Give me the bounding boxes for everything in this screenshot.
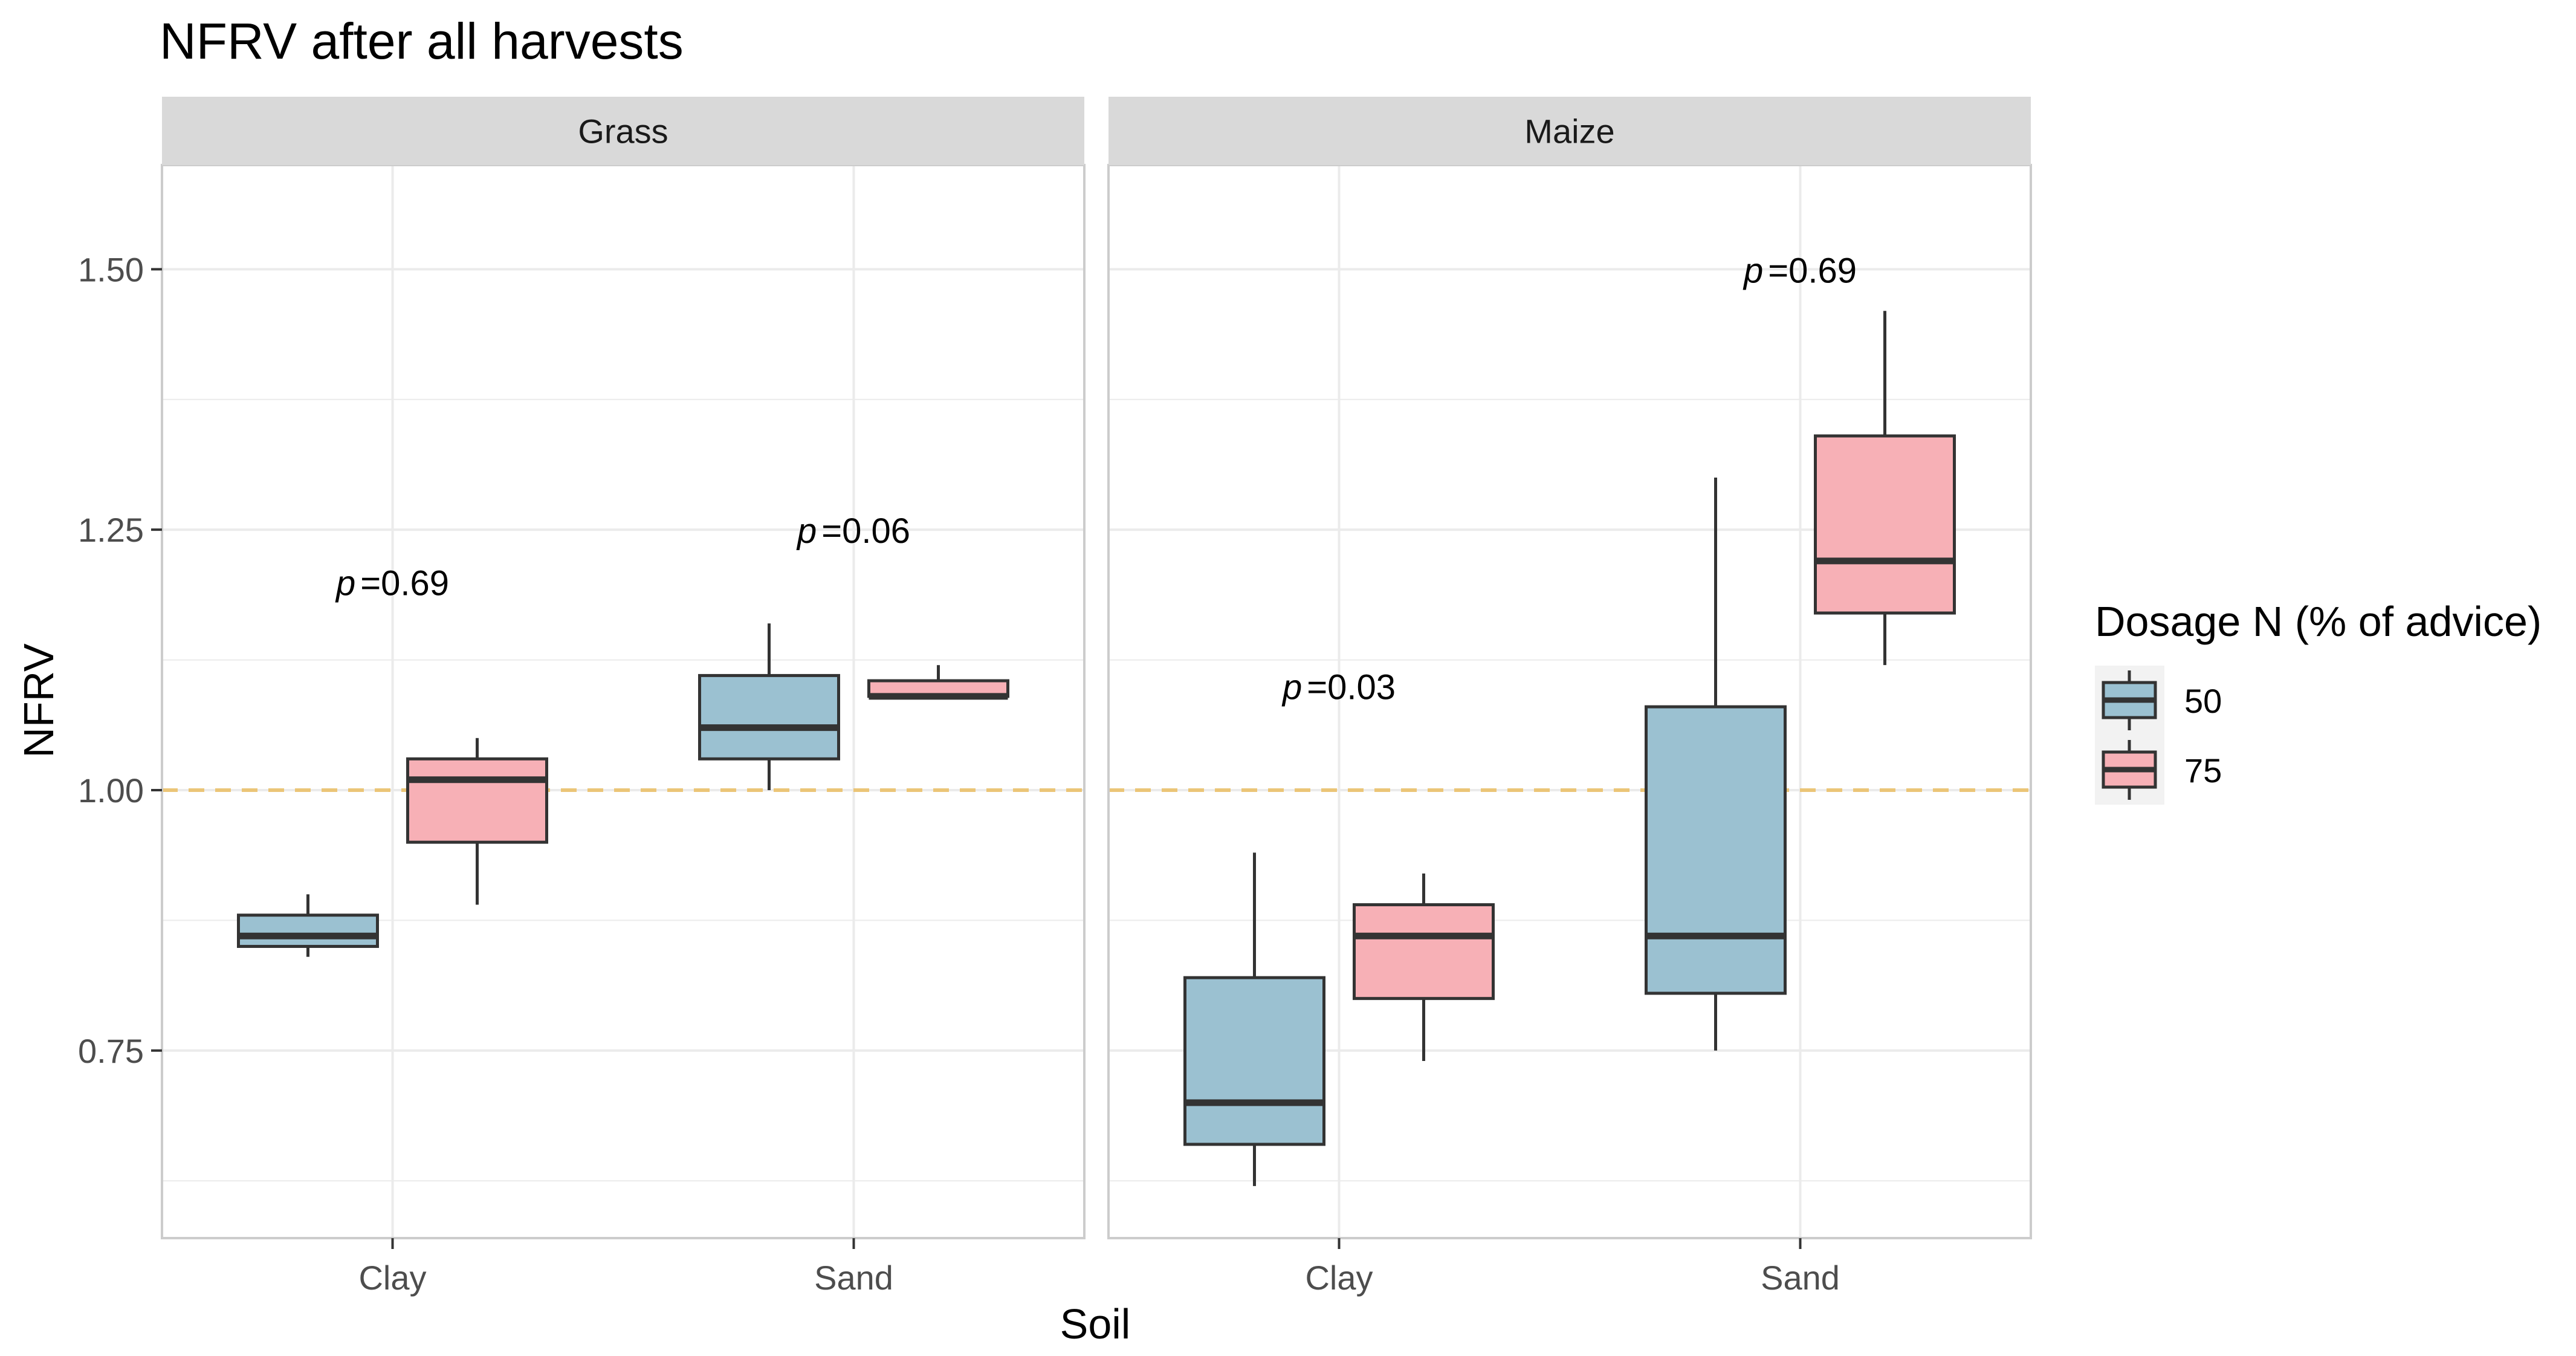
x-tick-label: Sand: [814, 1259, 893, 1297]
box-maize-sand-50: [1645, 477, 1787, 1051]
p-value-annotation: p =0.69: [1743, 251, 1857, 290]
p-value: =0.03: [1307, 668, 1396, 707]
p-value-annotation: p =0.69: [335, 563, 449, 603]
p-label: p: [1281, 668, 1302, 707]
panel-strip-label: Grass: [578, 112, 668, 151]
grid-layer: [162, 165, 2031, 1238]
panel-strip: [162, 97, 1084, 165]
box-grass-sand-75: [867, 665, 1009, 700]
box-body: [237, 913, 379, 948]
legend-item-75: 75: [2095, 735, 2222, 805]
p-value: =0.06: [821, 511, 910, 551]
box-body: [406, 757, 548, 844]
panel-strip-layer: Grass Maize: [162, 97, 2031, 165]
legend-title: Dosage N (% of advice): [2095, 598, 2542, 645]
y-tick-label: 1.25: [78, 511, 144, 549]
legend-item-label: 75: [2184, 751, 2222, 790]
box-body: [1814, 434, 1956, 615]
box-layer: [237, 311, 1956, 1186]
legend-item-label: 50: [2184, 682, 2222, 720]
p-label: p: [796, 511, 817, 551]
y-axis-title: NFRV: [15, 643, 62, 758]
box-maize-sand-75: [1814, 311, 1956, 666]
p-value-annotation: p =0.06: [796, 511, 910, 551]
p-value: =0.69: [360, 563, 449, 603]
box-grass-clay-50: [237, 894, 379, 957]
panel-strip: [1108, 97, 2031, 165]
p-value: =0.69: [1768, 251, 1857, 290]
box-grass-sand-50: [698, 623, 840, 790]
x-tick-label: Sand: [1761, 1259, 1840, 1297]
p-label: p: [335, 563, 355, 603]
y-tick-label: 1.00: [78, 771, 144, 809]
box-body: [1645, 705, 1787, 995]
p-value-annotation: p =0.03: [1281, 668, 1396, 707]
axis-layer: Clay Sand Clay Sand 0.75 1.00 1.25 1.50: [78, 250, 1840, 1297]
annotation-layer: p =0.69p =0.06p =0.03p =0.69: [335, 251, 1857, 707]
x-axis-title: Soil: [1060, 1300, 1131, 1348]
y-tick-label: 1.50: [78, 250, 144, 288]
panel-strip-label: Maize: [1524, 112, 1614, 151]
x-tick-label: Clay: [358, 1259, 426, 1297]
p-label: p: [1743, 251, 1763, 290]
legend-item-50: 50: [2095, 666, 2222, 735]
box-grass-clay-75: [406, 738, 548, 905]
box-body: [1353, 903, 1495, 1001]
box-maize-clay-75: [1353, 873, 1495, 1062]
y-tick-label: 0.75: [78, 1032, 144, 1070]
chart-title: NFRV after all harvests: [160, 13, 684, 70]
x-tick-label: Clay: [1305, 1259, 1373, 1297]
box-body: [698, 673, 840, 761]
box-body: [1183, 976, 1325, 1146]
box-maize-clay-50: [1183, 852, 1325, 1186]
legend: Dosage N (% of advice) 50 75: [2095, 598, 2542, 805]
legend-items: 50 75: [2095, 666, 2222, 805]
